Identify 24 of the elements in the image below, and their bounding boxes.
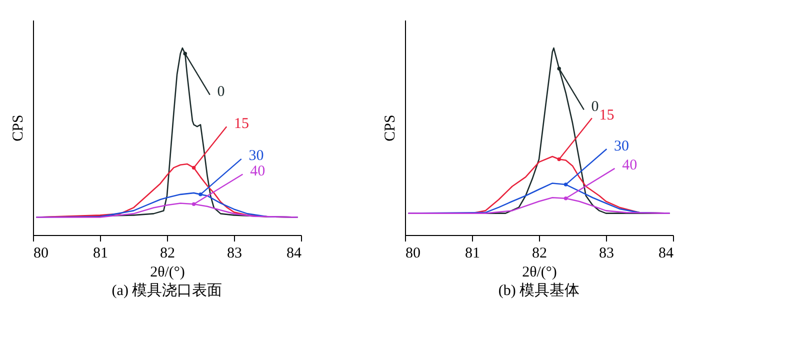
x-axis-title: 2θ/(°) (150, 264, 185, 280)
text: 40 (250, 164, 266, 180)
x-tick-label: 82 (160, 246, 175, 262)
x-tick-label: 83 (227, 246, 242, 262)
y-axis-title: CPS (382, 114, 398, 142)
text: 30 (248, 148, 264, 164)
text: 40 (622, 158, 638, 174)
x-tick-label: 84 (658, 246, 674, 262)
text: 30 (614, 138, 630, 154)
text: (a) 模具浇口表面 (112, 282, 222, 299)
x-tick-label: 84 (286, 246, 302, 262)
series-label: 0 (217, 84, 225, 100)
text: 15 (234, 116, 249, 132)
text: (b) 模具基体 (498, 282, 580, 299)
x-tick-label: 81 (93, 246, 108, 262)
x-tick-label: 82 (532, 246, 547, 262)
x-tick-label: 83 (599, 246, 614, 262)
x-tick-label: 80 (34, 246, 48, 262)
series-label: 0 (591, 99, 599, 115)
x-tick-label: 81 (465, 246, 480, 262)
text: 15 (599, 107, 614, 124)
x-axis-title: 2θ/(°) (522, 264, 557, 280)
y-axis-title: CPS (10, 114, 26, 142)
x-tick-label: 80 (406, 246, 420, 262)
